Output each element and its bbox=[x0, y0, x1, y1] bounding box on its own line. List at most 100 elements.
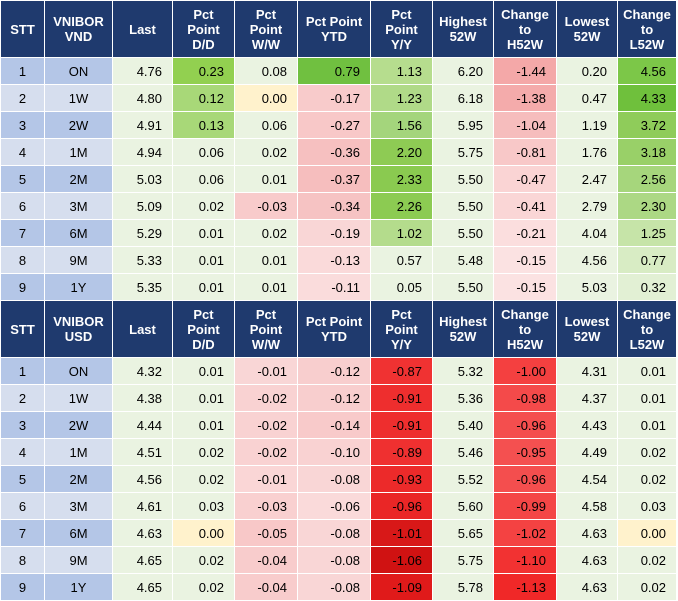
column-header: STT bbox=[0, 0, 45, 58]
term-cell: 1Y bbox=[44, 273, 113, 301]
value-cell: 5.09 bbox=[112, 192, 173, 220]
table-row: 8 9M 4.65 0.02 -0.04 -0.08 -1.06 5.75 -1.10 4.63 0… bbox=[0, 546, 677, 574]
value-cell: 2.79 bbox=[556, 192, 618, 220]
table-row: 4 1M 4.51 0.02 -0.02 -0.10 -0.89 5.46 -0.95 4.49 0… bbox=[0, 438, 677, 466]
value-cell: -1.01 bbox=[370, 519, 433, 547]
value-cell: -0.41 bbox=[493, 192, 557, 220]
row-index-cell: 7 bbox=[0, 219, 45, 247]
term-cell: 1M bbox=[44, 438, 113, 466]
value-cell: -0.96 bbox=[370, 492, 433, 520]
value-cell: -0.12 bbox=[297, 384, 371, 412]
column-header: Pct Point D/D bbox=[172, 300, 235, 358]
value-cell: -1.09 bbox=[370, 573, 433, 601]
value-cell: 5.35 bbox=[112, 273, 173, 301]
row-index-cell: 7 bbox=[0, 519, 45, 547]
value-cell: 5.75 bbox=[432, 546, 494, 574]
value-cell: 4.43 bbox=[556, 411, 618, 439]
value-cell: 5.03 bbox=[556, 273, 618, 301]
value-cell: -1.00 bbox=[493, 357, 557, 385]
column-header: Highest 52W bbox=[432, 300, 494, 358]
value-cell: 2.56 bbox=[617, 165, 677, 193]
column-header: Change to H52W bbox=[493, 0, 557, 58]
value-cell: 5.46 bbox=[432, 438, 494, 466]
term-cell: 6M bbox=[44, 519, 113, 547]
row-index-cell: 3 bbox=[0, 111, 45, 139]
value-cell: -0.36 bbox=[297, 138, 371, 166]
value-cell: -0.11 bbox=[297, 273, 371, 301]
value-cell: -0.12 bbox=[297, 357, 371, 385]
vnd-header-row: STT VNIBOR VND Last Pct Point D/D Pct Point W/W Pc… bbox=[0, 0, 677, 58]
value-cell: -0.15 bbox=[493, 246, 557, 274]
value-cell: 0.05 bbox=[370, 273, 433, 301]
value-cell: 4.49 bbox=[556, 438, 618, 466]
value-cell: -1.10 bbox=[493, 546, 557, 574]
value-cell: 0.00 bbox=[234, 84, 298, 112]
value-cell: 1.13 bbox=[370, 57, 433, 85]
value-cell: 0.03 bbox=[172, 492, 235, 520]
term-cell: 9M bbox=[44, 546, 113, 574]
value-cell: 0.02 bbox=[617, 438, 677, 466]
value-cell: 0.47 bbox=[556, 84, 618, 112]
value-cell: 1.23 bbox=[370, 84, 433, 112]
term-cell: 9M bbox=[44, 246, 113, 274]
term-cell: 2W bbox=[44, 411, 113, 439]
column-header: Lowest 52W bbox=[556, 0, 618, 58]
row-index-cell: 6 bbox=[0, 192, 45, 220]
value-cell: 4.38 bbox=[112, 384, 173, 412]
value-cell: 5.52 bbox=[432, 465, 494, 493]
column-header: Pct Point W/W bbox=[234, 300, 298, 358]
value-cell: 1.19 bbox=[556, 111, 618, 139]
term-cell: 2M bbox=[44, 165, 113, 193]
row-index-cell: 9 bbox=[0, 573, 45, 601]
value-cell: -0.89 bbox=[370, 438, 433, 466]
value-cell: 0.57 bbox=[370, 246, 433, 274]
value-cell: 0.02 bbox=[617, 546, 677, 574]
value-cell: -0.19 bbox=[297, 219, 371, 247]
column-header: Lowest 52W bbox=[556, 300, 618, 358]
value-cell: 5.03 bbox=[112, 165, 173, 193]
value-cell: 0.02 bbox=[234, 138, 298, 166]
value-cell: 0.13 bbox=[172, 111, 235, 139]
value-cell: 0.02 bbox=[172, 465, 235, 493]
table-row: 6 3M 5.09 0.02 -0.03 -0.34 2.26 5.50 -0.41 2.79 2.… bbox=[0, 192, 677, 220]
table-row: 7 6M 4.63 0.00 -0.05 -0.08 -1.01 5.65 -1.02 4.63 0… bbox=[0, 519, 677, 547]
table-row: 4 1M 4.94 0.06 0.02 -0.36 2.20 5.75 -0.81 1.76 3.1… bbox=[0, 138, 677, 166]
column-header: VNIBOR USD bbox=[44, 300, 113, 358]
value-cell: 5.48 bbox=[432, 246, 494, 274]
column-header: STT bbox=[0, 300, 45, 358]
value-cell: 5.78 bbox=[432, 573, 494, 601]
table-row: 5 2M 4.56 0.02 -0.01 -0.08 -0.93 5.52 -0.96 4.54 0… bbox=[0, 465, 677, 493]
value-cell: 5.50 bbox=[432, 192, 494, 220]
value-cell: -0.04 bbox=[234, 546, 298, 574]
table-row: 2 1W 4.38 0.01 -0.02 -0.12 -0.91 5.36 -0.98 4.37 0… bbox=[0, 384, 677, 412]
table-row: 7 6M 5.29 0.01 0.02 -0.19 1.02 5.50 -0.21 4.04 1.2… bbox=[0, 219, 677, 247]
value-cell: -0.21 bbox=[493, 219, 557, 247]
value-cell: 4.80 bbox=[112, 84, 173, 112]
value-cell: 5.29 bbox=[112, 219, 173, 247]
value-cell: 1.02 bbox=[370, 219, 433, 247]
value-cell: 0.01 bbox=[234, 165, 298, 193]
value-cell: -0.04 bbox=[234, 573, 298, 601]
value-cell: 0.08 bbox=[234, 57, 298, 85]
value-cell: 2.33 bbox=[370, 165, 433, 193]
term-cell: 1W bbox=[44, 84, 113, 112]
value-cell: -0.03 bbox=[234, 192, 298, 220]
value-cell: 5.50 bbox=[432, 273, 494, 301]
value-cell: 4.65 bbox=[112, 546, 173, 574]
column-header: Last bbox=[112, 300, 173, 358]
term-cell: ON bbox=[44, 357, 113, 385]
column-header: Highest 52W bbox=[432, 0, 494, 58]
value-cell: 5.60 bbox=[432, 492, 494, 520]
value-cell: -0.03 bbox=[234, 492, 298, 520]
value-cell: -0.91 bbox=[370, 384, 433, 412]
value-cell: -0.01 bbox=[234, 465, 298, 493]
table-row: 9 1Y 4.65 0.02 -0.04 -0.08 -1.09 5.78 -1.13 4.63 0… bbox=[0, 573, 677, 601]
value-cell: -0.96 bbox=[493, 465, 557, 493]
value-cell: 4.33 bbox=[617, 84, 677, 112]
value-cell: -0.06 bbox=[297, 492, 371, 520]
value-cell: -0.96 bbox=[493, 411, 557, 439]
value-cell: -1.44 bbox=[493, 57, 557, 85]
value-cell: 4.63 bbox=[556, 573, 618, 601]
value-cell: 0.01 bbox=[172, 219, 235, 247]
value-cell: -0.95 bbox=[493, 438, 557, 466]
